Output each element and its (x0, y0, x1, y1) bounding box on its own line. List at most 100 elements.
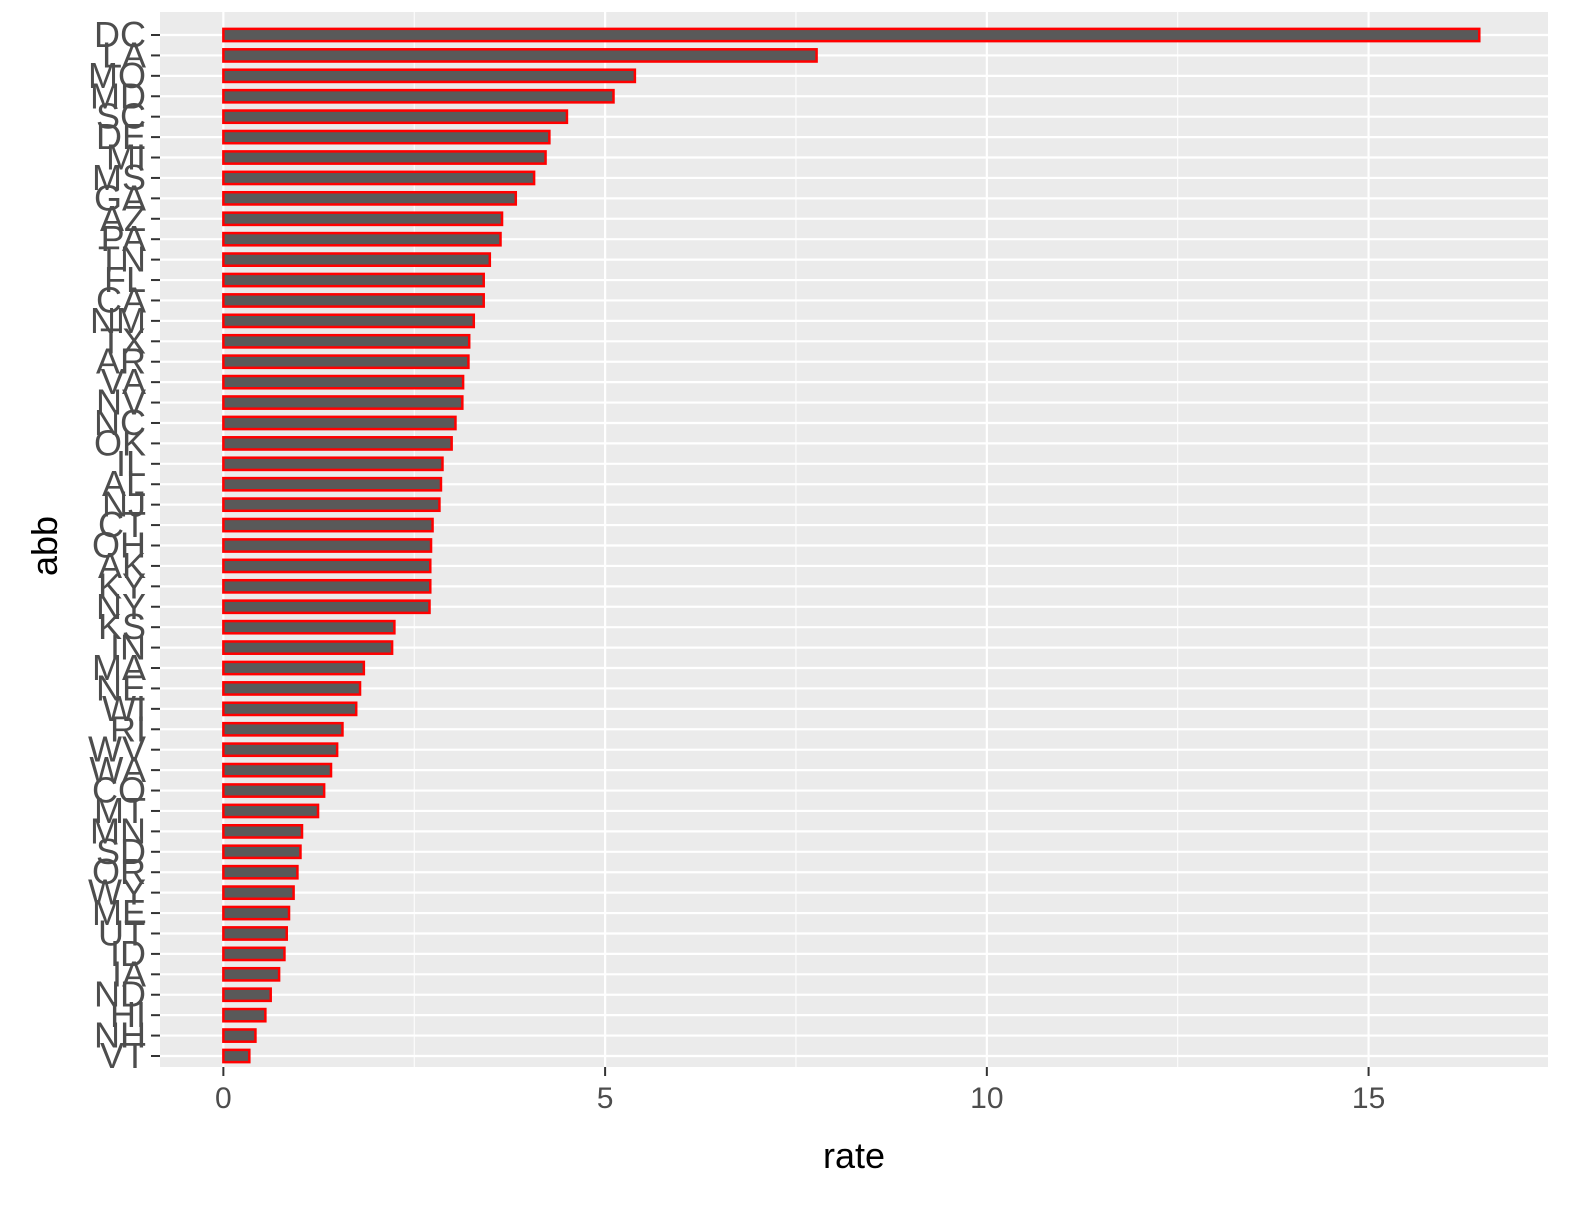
y-tick-label: MD (90, 75, 146, 116)
y-tick-label: WV (88, 729, 146, 770)
y-tick-label: NV (96, 382, 146, 423)
y-tick-label: SD (96, 831, 146, 872)
bar-mt (222, 803, 320, 819)
y-tick-label: AL (102, 463, 146, 504)
bar-ga (222, 190, 518, 206)
bars (222, 27, 1481, 1064)
y-tick-label: PA (101, 218, 146, 259)
y-tick-label: SC (96, 96, 146, 137)
y-tick-label: OK (94, 422, 146, 463)
y-tick-label: DE (96, 116, 146, 157)
bar-ca (222, 293, 485, 308)
bar-mn (222, 824, 304, 839)
y-tick-label: MI (106, 137, 146, 178)
x-axis-ticks: 0 5 10 15 (215, 1067, 1385, 1115)
bar-id (222, 946, 286, 962)
y-tick-label: KS (98, 606, 146, 647)
bar-mo (222, 68, 637, 84)
y-tick-label: WI (102, 688, 146, 729)
y-axis-title: abb (24, 516, 65, 576)
bar-hi (222, 1007, 267, 1023)
y-tick-label: NJ (102, 484, 146, 525)
bar-al (222, 476, 443, 492)
bar-dc (222, 27, 1481, 43)
bar-me (222, 905, 291, 921)
bar-ky (222, 578, 432, 594)
bar-ri (222, 721, 344, 737)
y-tick-label: ND (94, 974, 146, 1015)
bar-wi (222, 701, 358, 717)
bar-az (222, 211, 504, 227)
y-tick-label: AZ (100, 198, 146, 239)
bar-il (222, 456, 444, 472)
y-tick-label: NE (96, 667, 146, 708)
y-tick-label: NM (90, 300, 146, 341)
bar-sc (222, 109, 569, 125)
y-tick-label: ID (110, 933, 146, 974)
bar-ar (222, 354, 470, 370)
bar-co (222, 783, 326, 798)
y-tick-label: VA (101, 361, 146, 402)
y-tick-label: IL (116, 443, 146, 484)
bar-la (222, 48, 818, 63)
y-tick-label: MS (92, 157, 146, 198)
y-tick-label: TX (100, 320, 146, 361)
bar-tx (222, 333, 471, 349)
bar-ny (222, 599, 431, 615)
bar-nj (222, 497, 441, 513)
y-tick-label: VT (100, 1035, 146, 1076)
y-tick-label: NY (96, 586, 146, 627)
bar-ia (222, 966, 281, 982)
bar-wy (222, 885, 295, 901)
bar-fl (222, 272, 485, 288)
y-tick-label: CT (98, 504, 146, 545)
x-tick-label: 5 (597, 1082, 614, 1115)
y-tick-label: MT (94, 790, 146, 831)
bar-pa (222, 231, 502, 247)
bar-nh (222, 1028, 257, 1043)
x-tick-label: 15 (1352, 1082, 1385, 1115)
y-tick-label: MO (88, 55, 146, 96)
bar-ne (222, 681, 362, 696)
y-axis-ticks: DCLAMOMDSCDEMIMSGAAZPATNFLCANMTXARVANVNC… (88, 14, 160, 1076)
bar-or (222, 864, 299, 880)
bar-nc (222, 415, 457, 431)
y-tick-label: UT (98, 912, 146, 953)
y-tick-label: RI (110, 708, 146, 749)
y-tick-label: NC (94, 402, 146, 443)
y-tick-label: HI (110, 994, 146, 1035)
y-tick-label: CA (96, 279, 146, 320)
y-tick-label: ME (92, 892, 146, 933)
y-tick-label: OH (92, 525, 146, 566)
bar-va (222, 374, 465, 390)
bar-ok (222, 436, 453, 451)
y-tick-label: NH (94, 1015, 146, 1056)
y-tick-label: OR (92, 851, 146, 892)
bar-nv (222, 395, 464, 410)
bar-nm (222, 313, 476, 329)
y-tick-label: IN (110, 627, 146, 668)
bar-oh (222, 538, 433, 553)
y-tick-label: GA (94, 177, 146, 218)
x-axis-title: rate (823, 1135, 885, 1176)
bar-ks (222, 619, 396, 635)
y-tick-label: WA (89, 749, 146, 790)
y-tick-label: MN (90, 810, 146, 851)
bar-wa (222, 762, 333, 778)
y-tick-label: MA (92, 647, 146, 688)
bar-md (222, 88, 615, 104)
x-tick-label: 10 (970, 1082, 1003, 1115)
y-tick-label: WY (88, 872, 146, 913)
y-tick-label: TN (98, 239, 146, 280)
y-tick-label: KY (98, 565, 146, 606)
x-tick-label: 0 (215, 1082, 232, 1115)
y-tick-label: DC (94, 14, 146, 55)
y-tick-label: IA (112, 953, 146, 994)
bar-vt (222, 1048, 251, 1064)
bar-ma (222, 660, 366, 676)
y-tick-label: CO (92, 770, 146, 811)
y-tick-label: AR (96, 341, 146, 382)
bar-nd (222, 987, 272, 1003)
bar-ut (222, 926, 288, 941)
